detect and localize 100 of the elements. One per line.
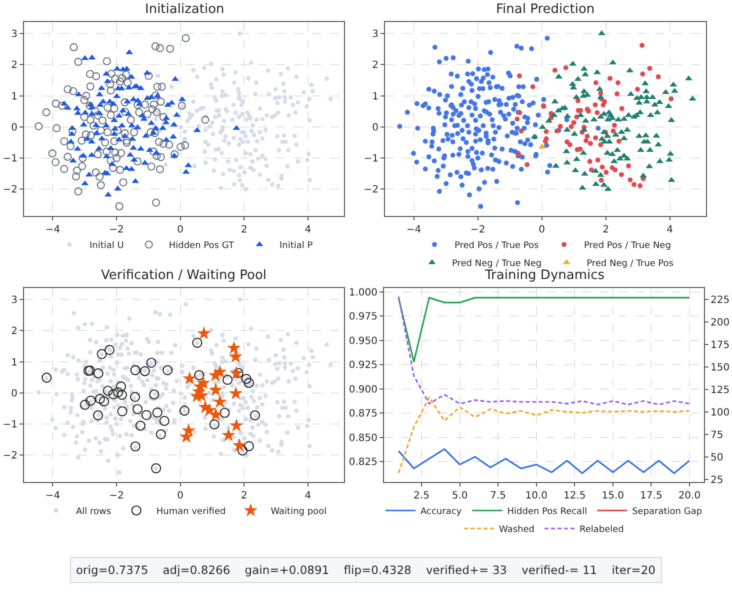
point bbox=[156, 429, 166, 440]
x-tick-label: 5.0 bbox=[452, 490, 468, 502]
point bbox=[232, 438, 246, 452]
y-tick-label: 0 bbox=[11, 388, 18, 400]
point bbox=[194, 370, 204, 380]
y-tick-label: 3 bbox=[11, 29, 18, 40]
x-tick-label: −2 bbox=[109, 224, 124, 236]
legend-label: Pred Neg / True Pos bbox=[586, 259, 674, 270]
y-tick-label: −2 bbox=[2, 184, 18, 196]
x-tick-label: 10.0 bbox=[525, 490, 548, 502]
point bbox=[130, 365, 140, 376]
y-tick-label: 3 bbox=[372, 29, 378, 40]
point bbox=[196, 326, 211, 340]
point bbox=[116, 390, 127, 400]
chart-title: Training Dynamics bbox=[484, 268, 605, 283]
point bbox=[222, 374, 233, 385]
line-series bbox=[398, 448, 690, 474]
point bbox=[159, 416, 170, 426]
point bbox=[94, 394, 105, 404]
y-tick-label: 1 bbox=[11, 357, 18, 368]
x-tick-label: 2.5 bbox=[414, 490, 430, 502]
y-tick-label: 3 bbox=[11, 295, 18, 306]
point bbox=[244, 378, 254, 388]
line-series bbox=[398, 396, 690, 474]
chart-title: Final Prediction bbox=[496, 2, 595, 17]
chart-title: Initialization bbox=[145, 2, 224, 17]
point bbox=[141, 410, 152, 420]
point bbox=[162, 365, 173, 376]
y2-tick-label: 200 bbox=[710, 317, 730, 328]
y-tick-label: 0 bbox=[372, 122, 378, 134]
point bbox=[179, 406, 190, 416]
y-tick-label: 2 bbox=[11, 60, 18, 72]
legend-label: Accuracy bbox=[420, 507, 462, 518]
point bbox=[102, 386, 113, 396]
y2-tick-label: 125 bbox=[710, 384, 730, 396]
x-tick-label: 20.0 bbox=[678, 490, 701, 502]
y-tick-label: 1 bbox=[11, 91, 18, 102]
y2-tick-label: 100 bbox=[710, 407, 730, 418]
point bbox=[250, 410, 260, 420]
x-tick-label: 0 bbox=[538, 224, 546, 236]
y-tick-label: 0.950 bbox=[348, 336, 378, 347]
x-tick-label: 2 bbox=[602, 224, 610, 236]
y-tick-label: −1 bbox=[2, 420, 18, 431]
point bbox=[244, 441, 254, 452]
point bbox=[212, 394, 227, 408]
y-tick-label: −2 bbox=[2, 450, 18, 462]
point bbox=[226, 340, 241, 354]
point bbox=[130, 441, 140, 452]
x-tick-label: 7.5 bbox=[490, 490, 506, 502]
y-tick-label: 0 bbox=[11, 122, 18, 134]
x-tick-label: −4 bbox=[45, 490, 60, 502]
point bbox=[209, 419, 220, 430]
y2-tick-label: 175 bbox=[710, 340, 730, 351]
y-tick-label: 0.975 bbox=[348, 312, 378, 323]
point bbox=[93, 368, 104, 378]
text: orig=0.7375 adj=0.8266 gain=+0.0891 flip=0.4328 verified+= 33 verified-= 11 iter=20 bbox=[76, 563, 656, 577]
y-tick-label: 0.900 bbox=[348, 384, 378, 396]
legend-label: Initial U bbox=[90, 241, 124, 252]
y2-tick-label: 225 bbox=[710, 294, 730, 306]
point bbox=[182, 371, 197, 385]
point bbox=[220, 408, 230, 418]
point bbox=[108, 389, 118, 400]
legend-label: Hidden Pos Recall bbox=[507, 507, 588, 518]
y-tick-label: −1 bbox=[2, 154, 18, 165]
point bbox=[140, 366, 150, 376]
legend-label: Relabeled bbox=[579, 525, 624, 536]
x-tick-label: 2 bbox=[240, 490, 248, 502]
point bbox=[212, 364, 227, 378]
x-tick-label: 17.5 bbox=[640, 490, 662, 502]
point bbox=[237, 446, 248, 456]
point bbox=[152, 408, 162, 418]
x-tick-label: 2 bbox=[240, 224, 248, 236]
point bbox=[135, 420, 146, 431]
point bbox=[229, 418, 244, 432]
chart-title: Verification / Waiting Pool bbox=[101, 268, 267, 283]
point bbox=[116, 381, 126, 392]
point bbox=[42, 372, 52, 383]
x-tick-label: 0 bbox=[177, 490, 184, 502]
legend-label: All rows bbox=[76, 507, 112, 518]
point bbox=[192, 338, 202, 348]
point bbox=[149, 389, 160, 400]
y-tick-label: −1 bbox=[364, 154, 378, 165]
y-tick-label: −2 bbox=[364, 184, 378, 196]
legend-label: Waiting pool bbox=[270, 507, 327, 518]
x-tick-label: 4 bbox=[666, 224, 674, 236]
point bbox=[132, 404, 143, 414]
point bbox=[96, 348, 107, 360]
legend-label: Pred Pos / True Neg bbox=[584, 241, 671, 252]
y-tick-label: 1.000 bbox=[348, 287, 378, 298]
x-tick-label: −4 bbox=[45, 224, 60, 236]
x-tick-label: 0 bbox=[177, 224, 184, 236]
point bbox=[104, 344, 115, 356]
point bbox=[208, 407, 223, 421]
point bbox=[228, 386, 243, 400]
x-tick-label: −2 bbox=[109, 490, 124, 502]
point bbox=[80, 400, 90, 410]
point bbox=[130, 392, 140, 402]
legend-label: Initial P bbox=[279, 241, 314, 252]
y-tick-label: 2 bbox=[372, 60, 378, 72]
legend-label: Washed bbox=[499, 525, 534, 536]
